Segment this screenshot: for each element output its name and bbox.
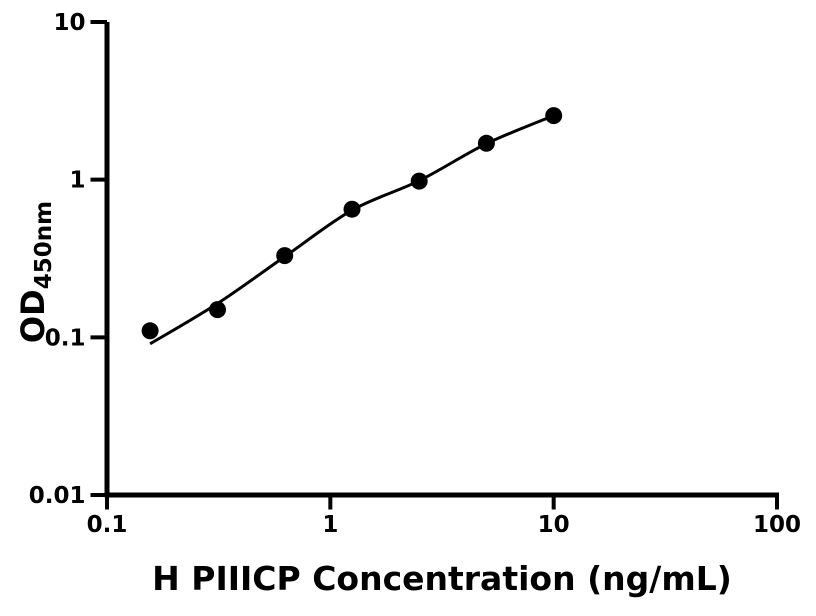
x-tick-label: 1 bbox=[322, 512, 338, 538]
data-point bbox=[545, 107, 563, 125]
x-tick-label: 0.1 bbox=[87, 512, 128, 538]
x-axis-title: H PIIICP Concentration (ng/mL) bbox=[152, 559, 732, 598]
y-axis-title-subscript: 450nm bbox=[31, 201, 57, 289]
x-tick-label: 100 bbox=[753, 512, 801, 538]
y-tick-label: 0.01 bbox=[29, 483, 86, 509]
data-points-layer bbox=[141, 107, 563, 340]
data-point bbox=[477, 134, 495, 152]
data-point bbox=[141, 322, 159, 340]
x-tick-label: 10 bbox=[538, 512, 570, 538]
data-point bbox=[410, 172, 428, 190]
y-tick-label: 0.1 bbox=[45, 325, 86, 351]
data-point bbox=[209, 301, 226, 319]
y-axis-title: OD450nm bbox=[14, 201, 57, 343]
y-tick-label: 10 bbox=[53, 10, 85, 36]
y-axis-title-main: OD bbox=[14, 289, 52, 343]
data-point bbox=[343, 200, 361, 218]
y-tick-label: 1 bbox=[69, 168, 85, 194]
data-point bbox=[276, 247, 294, 265]
